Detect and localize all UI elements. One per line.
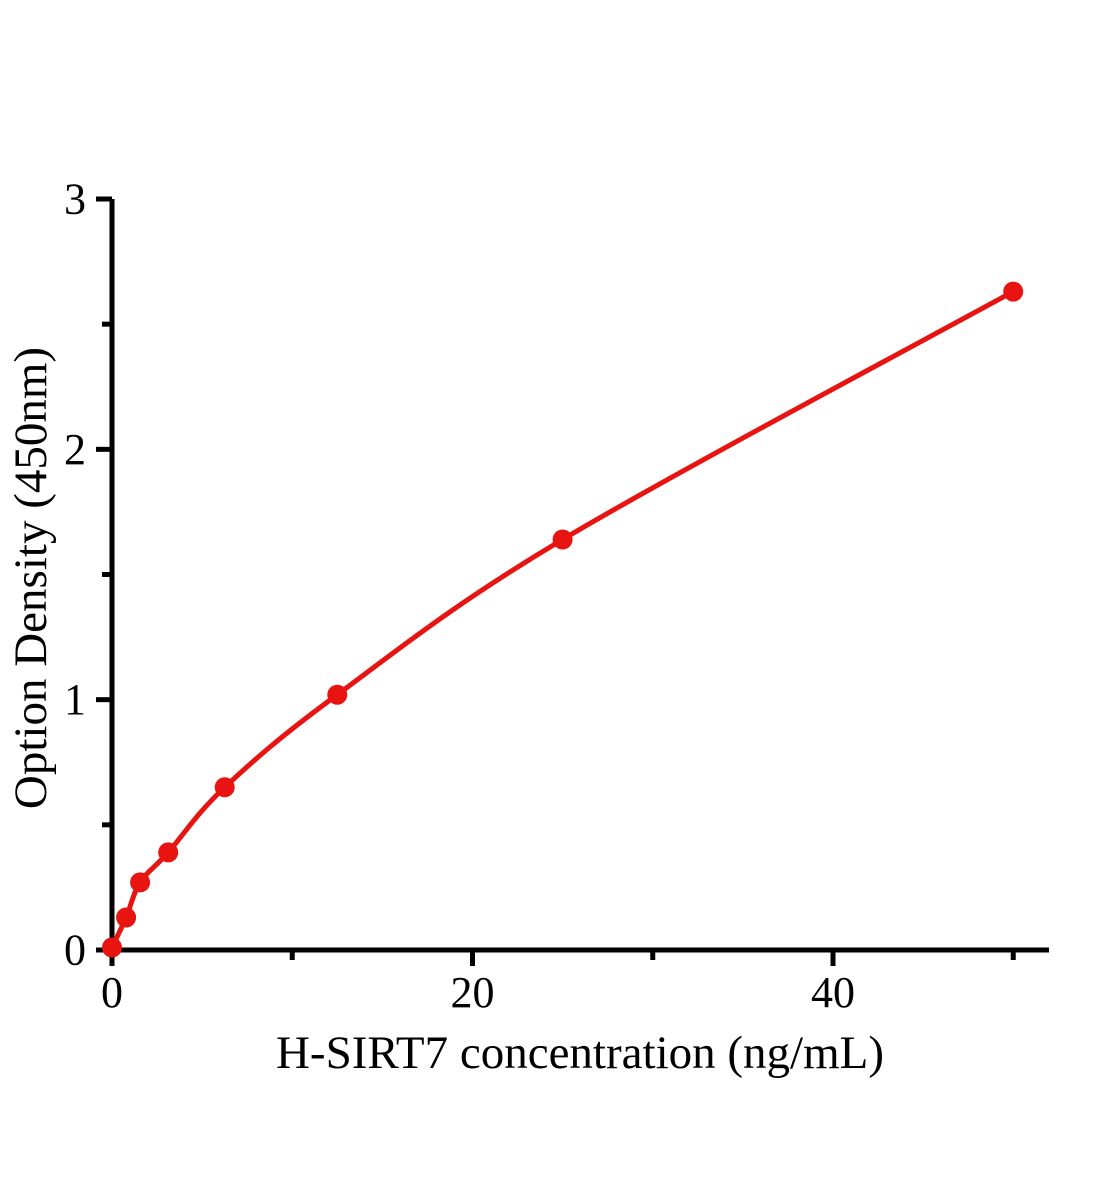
y-tick-label: 1 bbox=[64, 675, 86, 724]
y-tick-label: 2 bbox=[64, 425, 86, 474]
x-tick-label: 0 bbox=[101, 968, 123, 1017]
axes bbox=[109, 199, 1049, 953]
data-point-marker bbox=[102, 937, 122, 958]
data-point-marker bbox=[116, 907, 137, 928]
data-point-marker bbox=[130, 872, 151, 893]
axis-spines bbox=[109, 199, 1049, 953]
data-point-marker bbox=[327, 684, 348, 705]
x-tick-label: 40 bbox=[811, 968, 855, 1017]
tick-labels: 0 1 2 3 0 20 40 bbox=[64, 175, 855, 1017]
x-axis-title: H-SIRT7 concentration (ng/mL) bbox=[276, 1027, 884, 1079]
y-tick-label: 3 bbox=[64, 175, 86, 224]
y-tick-label: 0 bbox=[64, 926, 86, 975]
data-point-marker bbox=[214, 777, 235, 798]
data-point-marker bbox=[158, 842, 179, 863]
data-point-markers bbox=[102, 281, 1024, 958]
tick-marks bbox=[96, 196, 1016, 966]
y-axis-title: Option Density (450nm) bbox=[5, 347, 57, 809]
standard-curve-line bbox=[109, 289, 1015, 949]
data-point-marker bbox=[552, 529, 573, 550]
x-tick-label: 20 bbox=[451, 968, 495, 1017]
data-point-marker bbox=[1003, 281, 1024, 302]
